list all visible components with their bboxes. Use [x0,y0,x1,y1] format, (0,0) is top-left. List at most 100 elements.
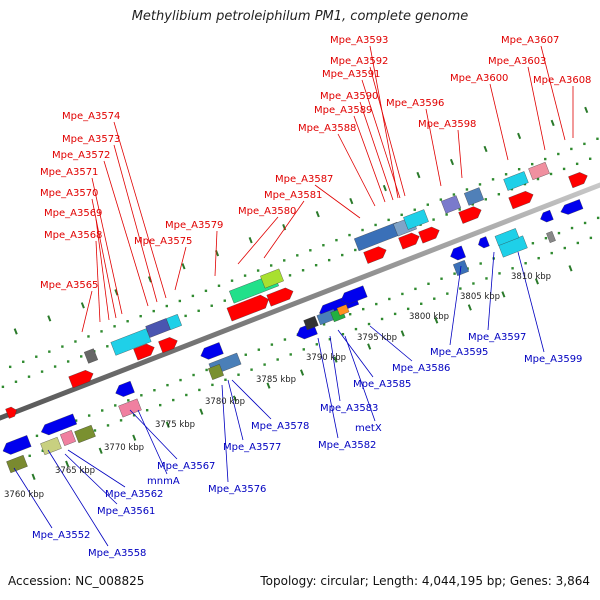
leader-line [425,108,442,187]
guide-dot [93,429,97,432]
guide-dot [210,304,213,307]
gene-label-reverse: Mpe_A3558 [88,548,146,559]
guide-dot [114,404,117,407]
guide-dot [35,355,38,358]
guide-dot [87,335,90,338]
scale-tick [467,304,472,311]
guide-dot [452,193,456,196]
gene-label-forward: Mpe_A3588 [298,123,356,134]
scale-tick [47,315,52,322]
scale-label: 3760 kbp [4,490,44,500]
guide-dot [185,393,188,397]
scale-tick [382,184,387,192]
guide-dot [106,424,110,427]
guide-dot [427,282,430,285]
guide-dot [341,332,345,336]
guide-dot [387,218,390,222]
scale-tick [434,317,439,324]
guide-dot [127,399,130,402]
gene-block [503,171,529,191]
reverse-gene-arrow [540,209,554,223]
reverse-gene-arrow [41,413,77,436]
guide-dot [198,388,201,392]
guide-dot [61,345,64,348]
guide-dot [393,312,397,316]
scale-tick [266,382,271,389]
guide-dot [289,353,292,356]
guide-dot [478,183,482,186]
guide-dot [576,241,580,245]
leader-line [361,79,401,199]
scale-tick [449,158,455,166]
scale-tick [98,447,103,454]
guide-dot [341,253,344,257]
guide-dot [8,365,12,369]
gene-label-forward: Mpe_A3581 [264,190,322,201]
gene-block [74,424,96,444]
guide-dot [28,454,31,458]
guide-dot [413,208,416,211]
reverse-gene-arrow [560,199,584,215]
gene-label-forward: Mpe_A3569 [44,208,102,219]
leader-line [129,409,178,460]
guide-dot [432,218,435,221]
leader-line [359,101,394,201]
gene-block [118,398,142,418]
guide-dot [588,157,592,160]
guide-dot [536,177,540,181]
guide-dot [244,353,247,356]
guide-dot [178,299,182,303]
gene-label-reverse: Mpe_A3582 [318,440,376,451]
leader-line [47,449,109,547]
guide-dot [197,309,200,313]
guide-dot [426,203,429,206]
guide-dot [276,358,279,361]
gene-block [83,348,99,364]
gene-block [110,328,152,356]
gene-label-forward: Mpe_A3591 [322,69,380,80]
gene-label-forward: Mpe_A3600 [450,73,508,84]
scale-label: 3785 kbp [256,375,296,385]
guide-dot [205,368,208,372]
gene-label-forward: Mpe_A3572 [52,150,110,161]
guide-dot [530,162,534,166]
leader-line [95,218,110,321]
gene-block [403,209,429,230]
guide-dot [439,198,443,201]
scale-tick [248,237,253,244]
leader-line [81,290,93,333]
gene-block [546,231,556,243]
scale-tick [132,434,137,441]
guide-dot [237,373,240,376]
guide-dot [302,348,305,351]
guide-dot [139,314,142,318]
scale-tick [501,291,506,298]
gene-label-forward: Mpe_A3575 [134,236,192,247]
guide-dot [132,414,136,417]
guide-dot [335,238,338,242]
guide-dot [459,287,462,290]
scale-label: 3795 kbp [357,333,397,343]
gene-label-forward: Mpe_A3587 [275,174,333,185]
guide-dot [243,274,247,277]
leader-line [317,337,339,439]
guide-dot [53,365,57,368]
leader-line [263,200,305,259]
guide-dot [230,279,234,282]
reverse-gene-arrow [2,435,32,455]
guide-dot [322,323,326,326]
guide-dot [549,172,553,176]
gene-label-forward: Mpe_A3590 [320,91,378,102]
gene-label-reverse: metX [355,423,382,434]
forward-gene-arrow [68,370,94,389]
gene-block [40,436,62,456]
gene-label-forward: Mpe_A3593 [330,35,388,46]
gene-label-reverse: mnmA [147,476,180,487]
genome-stats-text: Topology: circular; Length: 4,044,195 bp… [260,574,590,588]
scale-tick [13,328,18,335]
leader-line [344,335,376,422]
scale-tick [349,197,354,205]
guide-dot [511,267,514,270]
guide-dot [472,282,475,285]
